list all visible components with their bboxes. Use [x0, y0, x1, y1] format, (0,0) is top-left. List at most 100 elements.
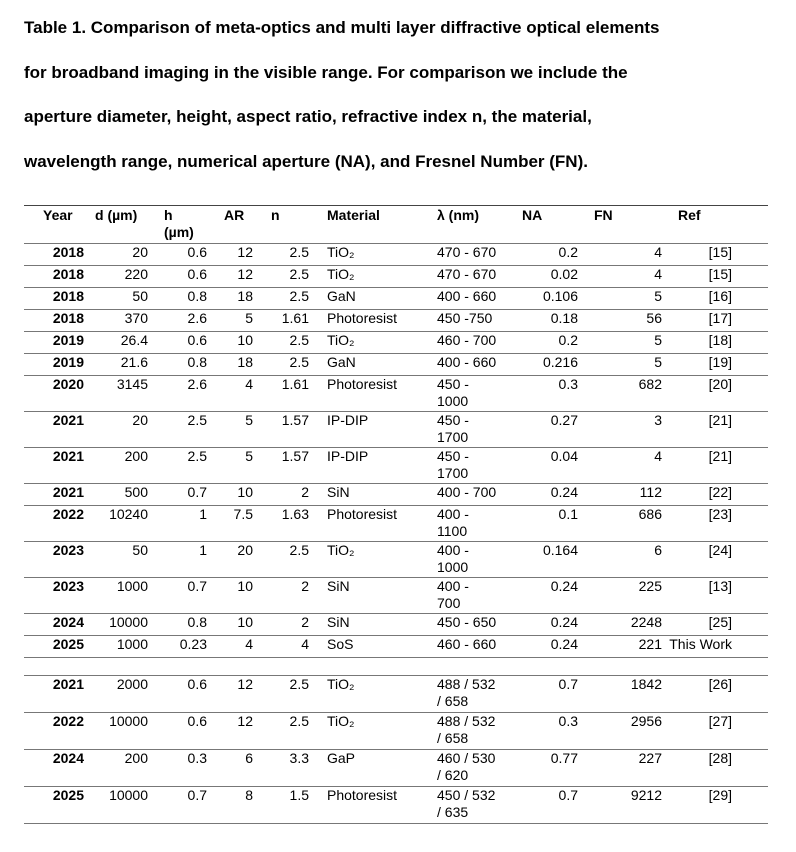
cell-lambda: 400 -	[437, 542, 469, 558]
cell-h: 0.7	[187, 578, 207, 594]
cell-fn: 225	[638, 578, 662, 594]
cell-year: 2024	[52, 750, 84, 766]
cell-material: GaP	[327, 750, 356, 766]
cell-d: 10000	[109, 787, 148, 803]
cell-na: 0.24	[550, 578, 578, 594]
cell-year: 2018	[52, 244, 84, 260]
row-divider	[24, 712, 768, 713]
cell-na: 0.3	[558, 713, 578, 729]
cell-lambda: 450 - 650	[437, 614, 497, 630]
cell-na: 0.24	[550, 636, 578, 652]
cell-fn: 2248	[630, 614, 662, 630]
table-top-rule	[24, 205, 768, 206]
cell-year: 2021	[52, 484, 84, 500]
cell-na: 0.7	[558, 787, 578, 803]
cell-ar: 12	[237, 676, 253, 692]
cell-lambda-cont: 1100	[437, 523, 468, 539]
cell-lambda-cont: 1000	[437, 393, 469, 409]
cell-material: IP-DIP	[327, 448, 369, 464]
cell-d: 2000	[116, 676, 148, 692]
cell-ref: [20]	[708, 376, 732, 392]
row-divider	[24, 786, 768, 787]
cell-ref: [13]	[708, 578, 732, 594]
cell-year: 2021	[52, 448, 84, 464]
cell-fn: 112	[639, 484, 662, 500]
cell-n: 2.5	[289, 332, 309, 348]
cell-lambda: 488 / 532	[437, 713, 496, 729]
cell-ref: [21]	[708, 412, 732, 428]
row-divider	[24, 483, 768, 484]
cell-ref: [23]	[708, 506, 732, 522]
cell-d: 500	[124, 484, 148, 500]
cell-lambda: 400 -	[437, 506, 469, 522]
cell-na: 0.2	[558, 244, 578, 260]
cell-lambda: 400 -	[437, 578, 469, 594]
cell-lambda-cont: 1700	[437, 429, 469, 445]
cell-ar: 5	[245, 412, 253, 428]
row-divider	[24, 577, 768, 578]
cell-fn: 5	[654, 332, 662, 348]
cell-h: 0.6	[187, 266, 207, 282]
cell-lambda: 400 - 700	[437, 484, 497, 500]
table-row: 2025 10000 0.7 8 1.5 Photoresist 450 / 532/ 63…	[24, 787, 768, 823]
cell-d: 50	[132, 288, 148, 304]
cell-d: 370	[124, 310, 148, 326]
cell-lambda: 470 - 670	[437, 244, 497, 260]
cell-material: GaN	[327, 288, 356, 304]
cell-material: TiO₂	[327, 542, 355, 558]
row-divider	[24, 375, 768, 376]
cell-year: 2024	[52, 614, 84, 630]
cell-fn: 3	[654, 412, 662, 428]
cell-h: 0.8	[187, 288, 207, 304]
table-row: 2019 21.6 0.8 18 2.5 GaN 400 - 660 0.216 5 [19]	[24, 354, 768, 374]
cell-year: 2019	[52, 354, 84, 370]
table-row: 2019 26.4 0.6 10 2.5 TiO₂ 460 - 700 0.2 5 [18]	[24, 332, 768, 352]
cell-year: 2023	[52, 542, 84, 558]
cell-na: 0.2	[558, 332, 578, 348]
row-divider	[24, 353, 768, 354]
table-row: 2021 20 2.5 5 1.57 IP-DIP 450 -1700 0.27 3 [21]	[24, 412, 768, 448]
cell-ar: 5	[245, 448, 253, 464]
cell-ar: 18	[237, 354, 253, 370]
cell-ref: [17]	[708, 310, 732, 326]
cell-material: Photoresist	[327, 376, 398, 392]
cell-d: 200	[124, 750, 148, 766]
cell-h: 0.8	[187, 614, 207, 630]
cell-ref: [28]	[708, 750, 732, 766]
cell-ref: [15]	[708, 244, 732, 260]
cell-fn: 682	[638, 376, 662, 392]
cell-d: 26.4	[120, 332, 148, 348]
cell-h: 0.6	[187, 332, 207, 348]
table-row: 2021 500 0.7 10 2 SiN 400 - 700 0.24 112 [22]	[24, 484, 768, 504]
cell-year: 2023	[52, 578, 84, 594]
cell-lambda: 450 -	[437, 448, 469, 464]
cell-ar: 12	[237, 266, 253, 282]
cell-material: TiO₂	[327, 676, 355, 692]
caption-line: aperture diameter, height, aspect ratio,…	[24, 107, 592, 126]
cell-n: 2	[301, 484, 309, 500]
header-ref: Ref	[678, 207, 701, 223]
cell-ar: 4	[245, 376, 253, 392]
cell-fn: 6	[654, 542, 662, 558]
cell-lambda-cont: / 635	[437, 804, 469, 820]
cell-h: 1	[199, 506, 207, 522]
cell-h: 2.6	[187, 376, 207, 392]
cell-n: 1.57	[281, 448, 309, 464]
cell-lambda-cont: / 620	[437, 767, 469, 783]
cell-h: 0.23	[179, 636, 207, 652]
cell-n: 2.5	[289, 244, 309, 260]
cell-year: 2022	[52, 506, 84, 522]
cell-na: 0.77	[550, 750, 578, 766]
cell-lambda-cont: 1700	[437, 465, 469, 481]
cell-fn: 4	[654, 244, 662, 260]
cell-fn: 4	[654, 266, 662, 282]
cell-lambda: 450 / 532	[437, 787, 496, 803]
cell-na: 0.04	[550, 448, 578, 464]
cell-material: IP-DIP	[327, 412, 369, 428]
row-divider	[24, 749, 768, 750]
cell-d: 3145	[116, 376, 148, 392]
cell-year: 2022	[52, 713, 84, 729]
cell-n: 2	[301, 614, 309, 630]
cell-h: 0.7	[187, 787, 207, 803]
row-divider	[24, 505, 768, 506]
